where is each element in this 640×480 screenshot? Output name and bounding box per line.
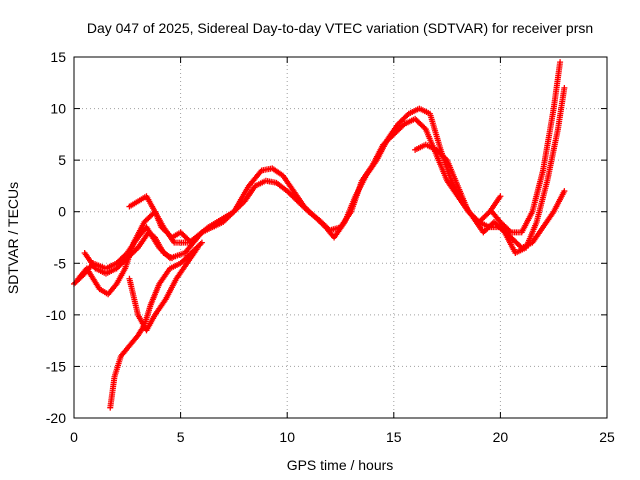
series-track-5 [81, 229, 176, 277]
series-track-2 [75, 84, 568, 298]
x-tick-label: 15 [386, 429, 402, 445]
x-tick-label: 5 [177, 429, 185, 445]
data-point [186, 238, 193, 245]
x-tick-label: 20 [493, 429, 509, 445]
grid [74, 57, 607, 418]
x-axis-label: GPS time / hours [287, 457, 394, 473]
data-point [198, 239, 205, 246]
series-track-1 [71, 115, 568, 287]
series-track-6 [126, 193, 195, 246]
y-tick-label: 15 [50, 49, 66, 65]
data-point [197, 240, 204, 247]
x-tick-label: 10 [279, 429, 295, 445]
series-track-7 [488, 59, 564, 236]
y-tick-label: 0 [58, 204, 66, 220]
data-point [500, 228, 507, 235]
data-point [188, 239, 195, 246]
y-tick-label: -10 [46, 307, 66, 323]
data-layer [71, 59, 568, 411]
data-point [442, 155, 449, 162]
data-point [497, 193, 504, 200]
chart-title: Day 047 of 2025, Sidereal Day-to-day VTE… [87, 20, 593, 36]
data-point [561, 188, 568, 195]
y-tick-label: 10 [50, 101, 66, 117]
series-track-3 [107, 239, 205, 411]
plot-frame [73, 56, 608, 419]
y-tick-label: -15 [46, 358, 66, 374]
series-track-4 [126, 244, 201, 334]
x-tick-label: 0 [70, 429, 78, 445]
data-point [169, 255, 176, 262]
axis-ticks: 0 5 10 15 20 25 -20 -15 -10 -5 0 5 10 15 [46, 49, 615, 445]
y-tick-label: -20 [46, 410, 66, 426]
data-point [557, 59, 564, 66]
data-point [421, 124, 428, 131]
data-point [561, 84, 568, 91]
series-track-8 [412, 141, 504, 226]
data-point [404, 112, 411, 119]
y-tick-label: -5 [54, 255, 67, 271]
y-tick-label: 5 [58, 152, 66, 168]
y-axis-label: SDTVAR / TECUs [5, 182, 21, 294]
x-tick-label: 25 [599, 429, 615, 445]
data-point [506, 228, 513, 235]
data-point [194, 244, 201, 251]
data-point [400, 122, 407, 129]
